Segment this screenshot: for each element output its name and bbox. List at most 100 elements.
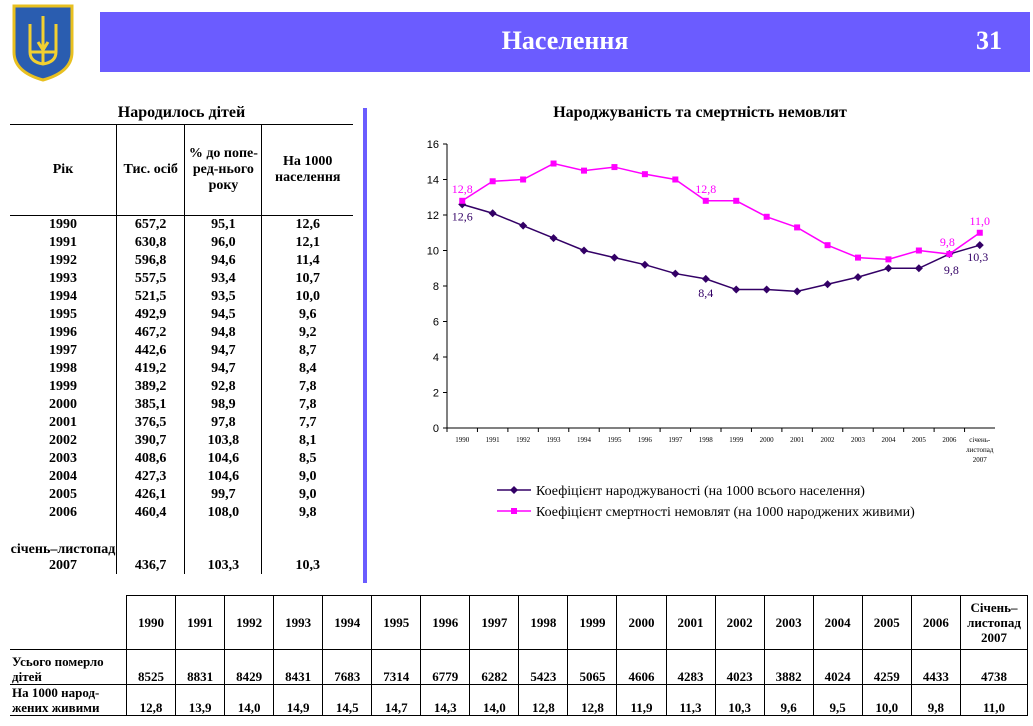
y-tick-label: 4 — [433, 352, 439, 364]
x-tick-label: 2000 — [760, 436, 775, 444]
table-cell: 11,0 — [960, 684, 1028, 716]
table-cell: 6282 — [469, 649, 520, 685]
table-cell: 93,5 — [184, 288, 262, 306]
table-cell: 4023 — [714, 649, 765, 685]
table-cell: 4259 — [861, 649, 912, 685]
table-cell: 5065 — [567, 649, 618, 685]
table-cell: 2006 — [49, 505, 78, 520]
table-cell: 10,3 — [714, 684, 765, 716]
x-tick-label: 2005 — [912, 436, 927, 444]
table-cell: 99,7 — [184, 486, 262, 504]
table-cell: 98,9 — [184, 396, 262, 414]
table-cell: 1996 — [49, 325, 78, 340]
table-cell: 657,2 — [116, 215, 185, 234]
table-row: січень–листопад 2007 436,7 103,3 10,3 — [10, 522, 353, 574]
table-cell: 108,0 — [184, 504, 262, 522]
table-cell: 94,5 — [184, 306, 262, 324]
table-row: 1991 630,8 96,0 12,1 — [10, 234, 353, 252]
table-cell: 94,6 — [184, 252, 262, 270]
data-label: 9,8 — [944, 263, 959, 277]
table-row: 1996 467,2 94,8 9,2 — [10, 324, 353, 342]
row-label: На 1000 народ-жених живими — [10, 684, 127, 716]
table-cell: 14,3 — [420, 684, 471, 716]
table-row: 1993 557,5 93,4 10,7 — [10, 270, 353, 288]
table-cell: 4606 — [616, 649, 667, 685]
table-cell: 8525 — [125, 649, 177, 685]
table-cell: 385,1 — [116, 396, 185, 414]
x-tick-label: 1991 — [486, 436, 501, 444]
table-cell: 1999 — [49, 379, 78, 394]
table-cell: 104,6 — [184, 450, 262, 468]
legend-marker — [510, 486, 518, 494]
table-row: 1999 389,2 92,8 7,8 — [10, 378, 353, 396]
x-tick-label: 1993 — [547, 436, 562, 444]
page-number: 31 — [976, 26, 1002, 55]
table-row: 2003 408,6 104,6 8,5 — [10, 450, 353, 468]
table-cell: 8,7 — [261, 342, 353, 360]
y-tick-label: 2 — [433, 388, 439, 400]
data-point — [732, 285, 741, 294]
data-label: 12,6 — [452, 209, 473, 223]
table-cell: 97,8 — [184, 414, 262, 432]
data-point — [885, 256, 892, 263]
table-cell: 7,8 — [261, 396, 353, 414]
x-tick-label: 1996 — [638, 436, 653, 444]
table-cell: 557,5 — [116, 270, 185, 288]
table-row: 2004 427,3 104,6 9,0 — [10, 468, 353, 486]
table-cell: 8,1 — [261, 432, 353, 450]
table-cell: 2004 — [49, 469, 78, 484]
table-cell: 2000 — [49, 397, 78, 412]
table-cell: 12,8 — [125, 684, 177, 716]
data-label: 10,3 — [967, 250, 988, 264]
column-header: Рік — [10, 124, 117, 216]
data-point — [733, 197, 740, 204]
data-point — [701, 274, 710, 283]
column-header: 1990 — [125, 595, 177, 650]
table-cell: 8,5 — [261, 450, 353, 468]
data-point — [488, 209, 497, 218]
table-cell: 12,1 — [261, 234, 353, 252]
table-cell: 436,7 — [116, 522, 185, 574]
coat-of-arms-icon — [12, 4, 74, 82]
column-header: 1999 — [567, 595, 618, 650]
y-tick-label: 14 — [427, 175, 439, 187]
data-point — [489, 178, 496, 185]
y-tick-label: 12 — [427, 210, 439, 222]
table-cell: 4433 — [910, 649, 962, 685]
table-cell: 2001 — [49, 415, 78, 430]
table-cell: 1992 — [49, 253, 78, 268]
table-cell: 408,6 — [116, 450, 185, 468]
data-point — [610, 253, 619, 262]
table-cell: 9,0 — [261, 486, 353, 504]
x-tick-label: 2006 — [942, 436, 957, 444]
table-cell: 9,8 — [261, 504, 353, 522]
x-tick-label: 1999 — [729, 436, 744, 444]
y-tick-label: 0 — [433, 423, 439, 435]
table-cell: 1995 — [49, 307, 78, 322]
table-cell: 460,4 — [116, 504, 185, 522]
table-cell: 1990 — [49, 217, 78, 232]
column-header: 1991 — [175, 595, 226, 650]
data-point — [641, 171, 648, 178]
data-point — [702, 197, 709, 204]
table-cell: 467,2 — [116, 324, 185, 342]
table-cell: 12,8 — [567, 684, 618, 716]
table-cell: 427,3 — [116, 468, 185, 486]
column-header: % до попе-ред-нього року — [184, 124, 262, 216]
table-cell: 94,7 — [184, 360, 262, 378]
table-row: 1995 492,9 94,5 9,6 — [10, 306, 353, 324]
table-cell: 104,6 — [184, 468, 262, 486]
table-cell: 9,5 — [812, 684, 863, 716]
column-header: 2001 — [665, 595, 716, 650]
table-row: 2002 390,7 103,8 8,1 — [10, 432, 353, 450]
column-header: 2000 — [616, 595, 667, 650]
y-tick-label: 16 — [427, 139, 439, 151]
data-point — [793, 287, 802, 296]
births-table-title: Народилось дітей — [117, 104, 246, 121]
column-header: 1995 — [371, 595, 422, 650]
table-cell: 10,7 — [261, 270, 353, 288]
data-point — [581, 167, 587, 174]
table-cell: 2003 — [49, 451, 78, 466]
table-cell: 1994 — [49, 289, 78, 304]
table-cell: 13,9 — [175, 684, 226, 716]
